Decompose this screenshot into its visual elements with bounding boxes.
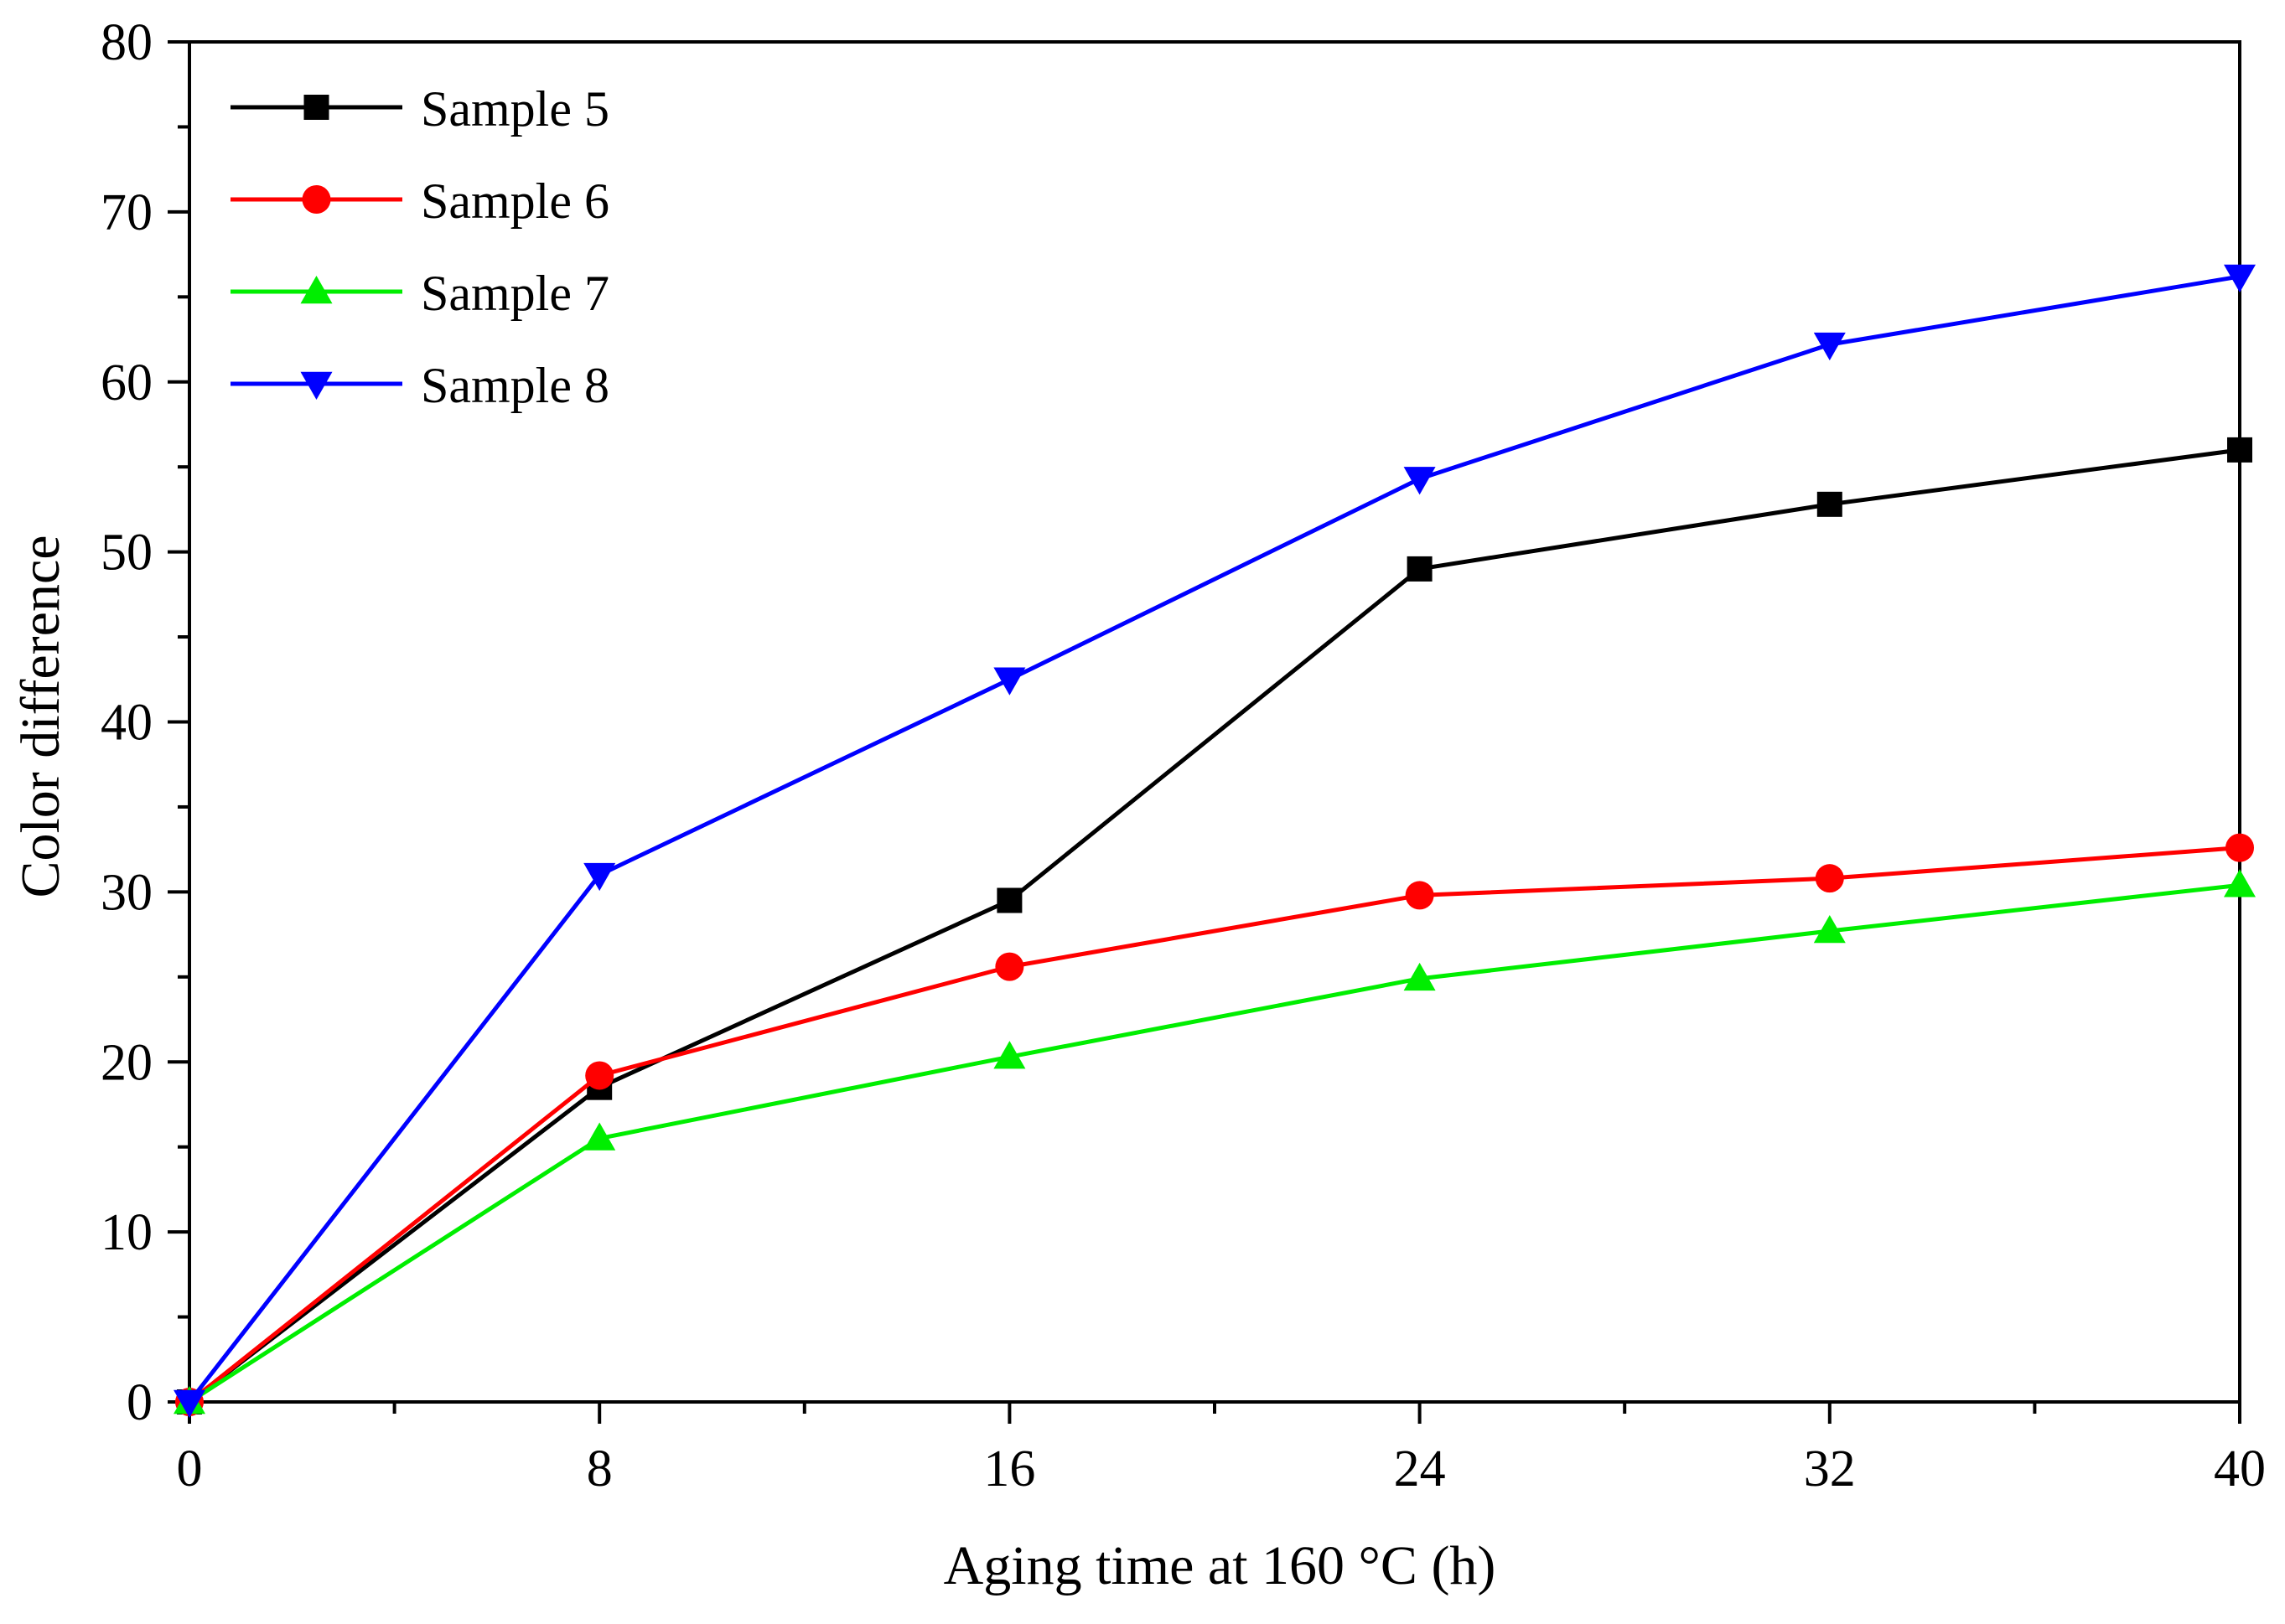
x-tick-label: 32 [1804, 1440, 1856, 1497]
legend-label: Sample 7 [421, 266, 609, 321]
data-point [1816, 491, 1842, 517]
data-point [2224, 264, 2256, 292]
data-point [583, 862, 616, 892]
series-line [188, 274, 2241, 1404]
legend-label: Sample 5 [421, 81, 609, 137]
series-sample-7 [174, 869, 2256, 1415]
legend-label: Sample 8 [421, 358, 609, 413]
data-point [1813, 332, 1846, 361]
data-point [1407, 556, 1433, 582]
y-tick-label: 70 [101, 184, 153, 241]
y-tick-label: 60 [101, 354, 153, 411]
y-tick-label: 20 [101, 1034, 153, 1091]
data-point [1403, 467, 1436, 495]
plot-frame [188, 40, 2241, 1404]
series-sample-8 [174, 264, 2256, 1418]
legend-label: Sample 6 [421, 173, 609, 229]
legend-marker [303, 95, 329, 120]
x-tick-label: 16 [983, 1440, 1035, 1497]
legend-item: Sample 6 [231, 173, 609, 229]
data-point [2224, 869, 2256, 897]
legend-marker [300, 371, 333, 400]
data-point [2225, 833, 2254, 862]
y-tick-label: 50 [101, 525, 153, 582]
x-tick-label: 8 [587, 1440, 613, 1497]
axes: 0 8 16 24 32 40 0 10 20 30 40 50 60 70 80 [101, 14, 2266, 1497]
series-line [188, 882, 2241, 1404]
legend-item: Sample 7 [231, 266, 609, 321]
data-point [997, 887, 1023, 913]
legend-marker [302, 185, 331, 214]
series-sample-6 [175, 833, 2254, 1416]
legend-item: Sample 5 [231, 81, 609, 137]
y-tick-label: 10 [101, 1204, 153, 1261]
data-point [993, 1041, 1026, 1069]
data-point [174, 1389, 205, 1418]
data-point [1815, 864, 1844, 893]
data-point [583, 1122, 616, 1151]
data-point [993, 667, 1026, 696]
y-axis-title: Color difference [10, 535, 71, 897]
series-line [188, 447, 2241, 1404]
x-tick-label: 40 [2214, 1440, 2266, 1497]
data-point [1813, 915, 1846, 944]
y-tick-label: 0 [127, 1374, 153, 1431]
legend-item: Sample 8 [231, 358, 609, 413]
data-point [2227, 437, 2252, 463]
data-point [995, 952, 1024, 981]
series-line [188, 846, 2241, 1404]
x-axis-title: Aging time at 160 °C (h) [944, 1535, 1496, 1596]
data-point [1405, 881, 1434, 910]
legend: Sample 5 Sample 6 Sample 7 Sample 8 [231, 81, 609, 413]
legend-marker [300, 276, 333, 304]
y-tick-label: 40 [101, 695, 153, 752]
data-point [1403, 962, 1436, 991]
series-group [174, 264, 2256, 1418]
x-tick-label: 0 [177, 1440, 203, 1497]
y-tick-label: 30 [101, 864, 153, 921]
x-tick-label: 24 [1394, 1440, 1446, 1497]
series-sample-5 [177, 437, 2252, 1415]
y-tick-label: 80 [101, 14, 153, 71]
data-point [585, 1061, 614, 1090]
